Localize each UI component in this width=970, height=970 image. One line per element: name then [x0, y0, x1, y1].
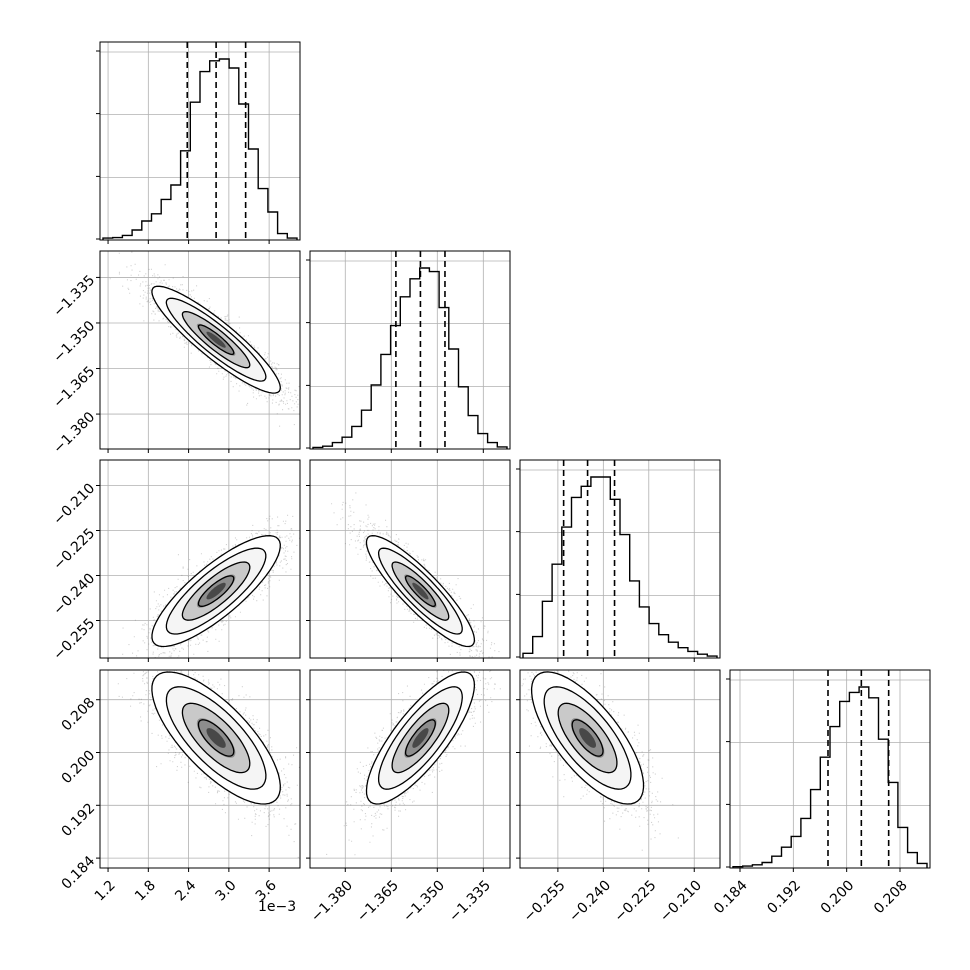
x-tick-label: −1.380: [308, 877, 356, 925]
histogram-panel-2: [516, 459, 721, 662]
panel-frame: [99, 41, 301, 241]
histogram-step: [732, 686, 928, 868]
density-fill: [579, 728, 596, 748]
scatter-panel-3-2: [516, 669, 721, 872]
density-contour: [365, 535, 476, 648]
density-contour: [197, 324, 235, 356]
density-contour: [151, 535, 281, 648]
density-contour: [530, 671, 645, 805]
density-contour: [543, 686, 632, 790]
x-tick-label: 3.0: [213, 877, 240, 904]
scatter-panel-3-0: [96, 669, 301, 872]
density-contour: [165, 686, 267, 790]
panel-frame: [729, 669, 931, 869]
panel-frame: [309, 459, 511, 659]
histogram-step: [102, 58, 298, 240]
x-tick-label: −1.335: [446, 877, 494, 925]
scatter-panel-2-1: [306, 459, 511, 662]
y-tick-label: −1.350: [50, 318, 98, 366]
y-tick-label: −0.210: [50, 480, 98, 528]
y-tick-label: −1.335: [50, 272, 98, 320]
panel-frame: [309, 669, 511, 869]
x-tick-label: 0.192: [764, 877, 804, 917]
scatter-panel-3-1: [306, 669, 511, 872]
density-contour: [557, 702, 618, 774]
density-contour: [365, 671, 476, 805]
y-tick-label: −0.255: [50, 615, 98, 663]
x-tick-label: 0.200: [818, 877, 858, 917]
density-contour: [165, 297, 267, 382]
y-tick-label: 0.184: [59, 853, 99, 893]
density-contour: [197, 575, 235, 607]
panel-frame: [309, 250, 511, 450]
y-tick-label: −1.380: [50, 409, 98, 457]
y-tick-label: −0.240: [50, 570, 98, 618]
x-tick-label: 1.8: [132, 877, 159, 904]
histogram-panel-0: [96, 41, 301, 244]
x-tick-label: −0.240: [566, 877, 614, 925]
panel-frame: [99, 250, 301, 450]
density-contour: [197, 719, 235, 757]
density-fill: [412, 728, 429, 748]
density-contour: [391, 702, 450, 774]
y-tick-label: 0.200: [59, 747, 99, 787]
histogram-panel-3: [726, 669, 931, 872]
density-contour: [404, 719, 436, 757]
density-contour: [181, 310, 251, 369]
x-tick-label: −0.255: [521, 877, 569, 925]
scatter-panel-1-0: [96, 250, 301, 453]
scatter-panel-2-0: [96, 459, 301, 662]
panel-frame: [519, 459, 721, 659]
density-fill: [412, 582, 429, 600]
x-tick-label: 0.184: [711, 877, 751, 917]
x-tick-label: −1.365: [354, 877, 402, 925]
x-tick-label: 2.4: [172, 877, 199, 904]
density-fill: [206, 728, 226, 748]
x-tick-label: −0.225: [612, 877, 660, 925]
x-offset-label: 1e−3: [258, 899, 296, 915]
x-tick-label: −1.350: [400, 877, 448, 925]
y-tick-label: −1.365: [50, 364, 98, 412]
density-contour: [571, 719, 604, 757]
panel-frame: [519, 669, 721, 869]
density-fill: [206, 582, 226, 600]
panel-frame: [99, 459, 301, 659]
x-tick-label: 0.208: [871, 877, 911, 917]
density-contour: [181, 561, 251, 621]
density-contour: [151, 671, 281, 805]
x-tick-label: −0.210: [657, 877, 705, 925]
density-contour: [391, 561, 450, 621]
y-tick-label: −0.225: [50, 525, 98, 573]
y-tick-label: 0.192: [59, 800, 99, 840]
x-tick-label: 1.2: [92, 877, 119, 904]
histogram-panel-1: [306, 250, 511, 453]
panel-frame: [99, 669, 301, 869]
density-contour: [377, 686, 463, 790]
density-contour: [151, 285, 281, 394]
density-fill: [206, 331, 226, 348]
histogram-step: [522, 476, 718, 658]
y-tick-label: 0.208: [59, 695, 99, 735]
density-contour: [165, 547, 267, 635]
density-contour: [404, 575, 436, 607]
histogram-step: [312, 267, 508, 449]
density-contour: [181, 702, 251, 774]
density-contour: [377, 547, 463, 635]
